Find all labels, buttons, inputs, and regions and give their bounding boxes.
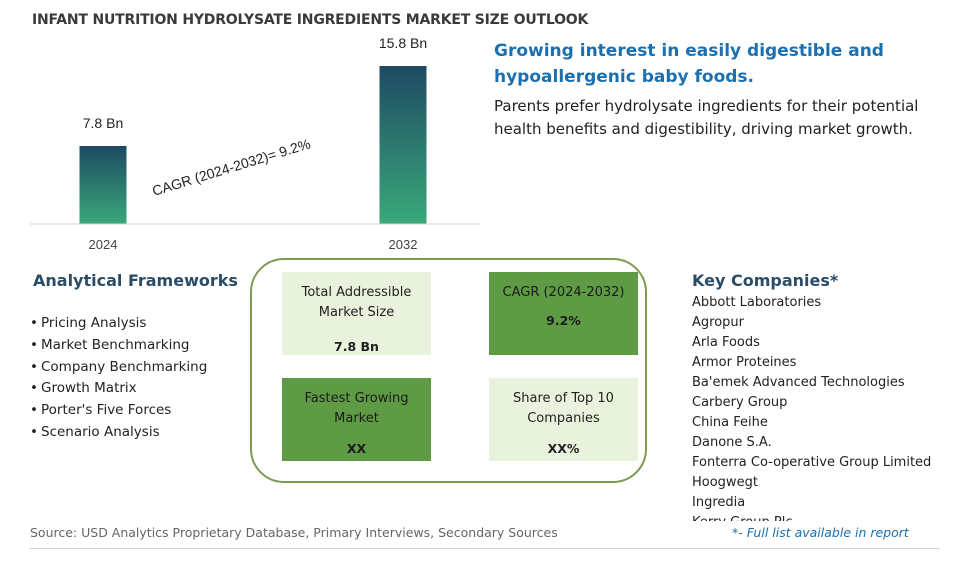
key-companies-list: Abbott Laboratories Agropur Arla Foods A… xyxy=(692,293,962,521)
key-companies-box: Abbott Laboratories Agropur Arla Foods A… xyxy=(692,293,962,521)
list-item: Armor Proteines xyxy=(692,355,797,370)
bar-value-label: 15.8 Bn xyxy=(379,36,427,51)
list-item: • Company Benchmarking xyxy=(30,357,207,379)
frameworks-list: • Pricing Analysis • Market Benchmarking •… xyxy=(30,313,207,444)
list-item: Agropur xyxy=(692,315,744,330)
fastest-market-value: XX xyxy=(346,441,367,456)
market-size-chart: 7.8 Bn 2024 15.8 Bn 2032 CAGR (2024-2032)= … xyxy=(30,36,480,252)
list-item: Hoogwegt xyxy=(692,475,758,490)
full-list-footnote: *- Full list available in report xyxy=(732,525,909,540)
bullet-icon: • xyxy=(30,315,38,331)
list-item: Arla Foods xyxy=(692,335,760,350)
cagr-value: 9.2% xyxy=(546,313,581,328)
description: Parents prefer hydrolysate ingredients f… xyxy=(494,97,919,138)
x-tick-label: 2032 xyxy=(389,237,418,252)
list-item: • Scenario Analysis xyxy=(30,422,207,444)
bullet-icon: • xyxy=(30,358,38,375)
bar-2024 xyxy=(79,146,127,224)
list-item: • Growth Matrix xyxy=(30,378,207,400)
list-item: China Feihe xyxy=(692,415,768,430)
list-item: Carbery Group xyxy=(692,395,788,410)
list-item: • Pricing Analysis xyxy=(30,313,207,335)
page-title: INFANT NUTRITION HYDROLYSATE INGREDIENTS… xyxy=(32,12,589,28)
frameworks-title: Analytical Frameworks xyxy=(33,271,238,290)
headline: Growing interest in easily digestible an… xyxy=(494,41,884,87)
list-item: Fonterra Co-operative Group Limited xyxy=(692,455,932,470)
cagr-annotation: CAGR (2024-2032)= 9.2% xyxy=(150,135,312,198)
source-note: Source: USD Analytics Proprietary Databa… xyxy=(30,525,558,540)
list-item: Abbott Laboratories xyxy=(692,295,822,310)
top10-share-card: Share of Top 10 Companies XX% xyxy=(489,378,638,461)
fastest-market-card: Fastest Growing Market XX xyxy=(282,378,431,461)
list-item: Ba'emek Advanced Technologies xyxy=(692,375,905,390)
bullet-icon: • xyxy=(30,380,38,397)
key-companies-title: Key Companies* xyxy=(692,271,839,290)
metrics-panel xyxy=(250,258,647,483)
x-tick-label: 2024 xyxy=(89,237,118,252)
list-item: • Porter's Five Forces xyxy=(30,400,207,422)
list-item: Kerry Group Plc xyxy=(692,513,962,521)
cagr-card: CAGR (2024-2032) 9.2% xyxy=(489,272,638,355)
divider xyxy=(30,548,940,549)
list-item: Ingredia xyxy=(692,495,746,510)
list-item: • Market Benchmarking xyxy=(30,335,207,357)
top10-share-value: XX% xyxy=(547,441,580,456)
tam-value: 7.8 Bn xyxy=(334,339,379,354)
fastest-market-label: Fastest Growing Market xyxy=(304,391,409,426)
tam-card: Total Addressible Market Size 7.8 Bn xyxy=(282,272,431,355)
bar-value-label: 7.8 Bn xyxy=(83,115,123,131)
list-item: Danone S.A. xyxy=(692,435,772,450)
bar-2032 xyxy=(379,66,427,224)
top10-share-label: Share of Top 10 Companies xyxy=(513,391,614,426)
bullet-icon: • xyxy=(30,423,38,440)
bullet-icon: • xyxy=(30,336,38,353)
tam-label: Total Addressible Market Size xyxy=(301,285,412,320)
bullet-icon: • xyxy=(30,402,38,419)
cagr-label: CAGR (2024-2032) xyxy=(502,285,625,300)
